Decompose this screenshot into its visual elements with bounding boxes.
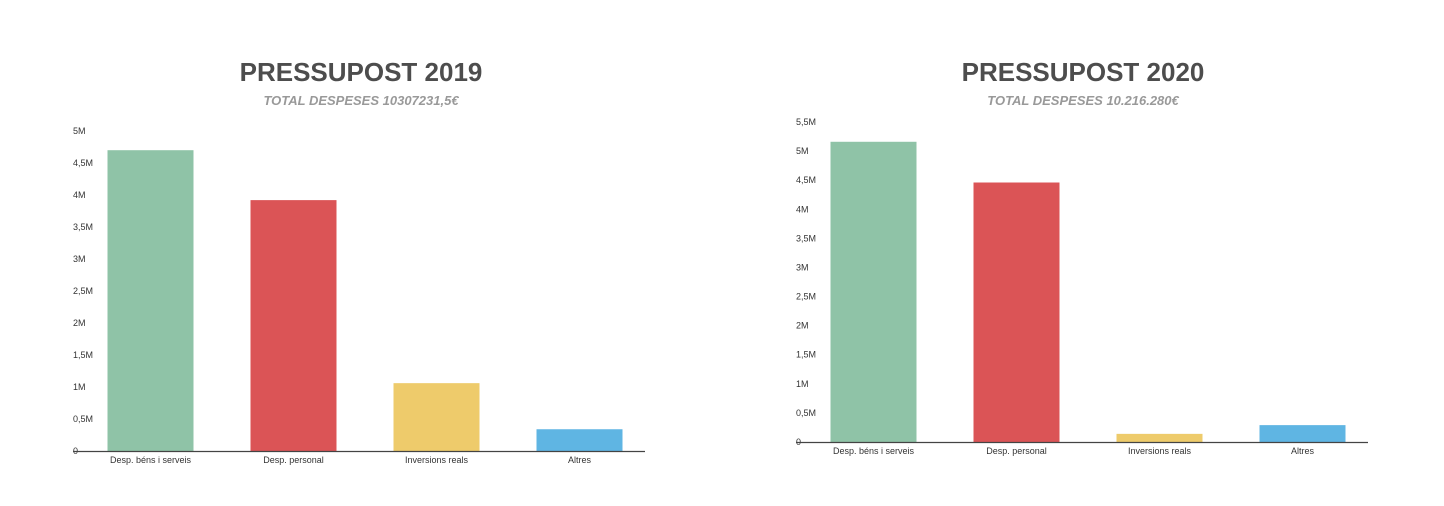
- y-tick-label: 5M: [796, 146, 809, 156]
- y-tick-label: 3,5M: [73, 222, 93, 232]
- chart-panel-2019: PRESSUPOST 2019 TOTAL DESPESES 10307231,…: [73, 57, 645, 465]
- y-tick-label: 4M: [796, 204, 809, 214]
- x-tick-label: Altres: [568, 455, 592, 465]
- y-tick-label: 3,5M: [796, 233, 816, 243]
- x-tick-label: Desp. béns i serveis: [833, 446, 915, 456]
- bar: [1259, 425, 1346, 442]
- y-tick-label: 0,5M: [73, 414, 93, 424]
- y-tick-label: 2,5M: [73, 286, 93, 296]
- x-tick-label: Inversions reals: [405, 455, 469, 465]
- x-tick-label: Desp. béns i serveis: [110, 455, 192, 465]
- x-tick-label: Altres: [1291, 446, 1315, 456]
- bar: [393, 383, 480, 451]
- chart-subtitle: TOTAL DESPESES 10.216.280€: [987, 93, 1179, 108]
- y-tick-label: 1,5M: [796, 350, 816, 360]
- y-tick-label: 0,5M: [796, 408, 816, 418]
- y-tick-label: 3M: [796, 262, 809, 272]
- bar: [1116, 433, 1203, 442]
- x-tick-label: Inversions reals: [1128, 446, 1192, 456]
- y-tick-label: 1,5M: [73, 350, 93, 360]
- x-tick-label: Desp. personal: [986, 446, 1047, 456]
- y-tick-label: 4,5M: [73, 158, 93, 168]
- chart-title: PRESSUPOST 2020: [961, 57, 1205, 87]
- y-tick-label: 4,5M: [796, 175, 816, 185]
- bar: [973, 182, 1060, 442]
- y-tick-label: 3M: [73, 254, 86, 264]
- y-tick-label: 1M: [73, 382, 86, 392]
- y-tick-label: 4M: [73, 190, 86, 200]
- bar: [250, 200, 337, 451]
- x-tick-label: Desp. personal: [263, 455, 324, 465]
- y-tick-label: 1M: [796, 379, 809, 389]
- y-tick-label: 2,5M: [796, 292, 816, 302]
- bar: [830, 141, 917, 443]
- y-tick-label: 2M: [796, 321, 809, 331]
- y-tick-label: 2M: [73, 318, 86, 328]
- y-tick-label: 5M: [73, 126, 86, 136]
- chart-panel-2020: PRESSUPOST 2020 TOTAL DESPESES 10.216.28…: [722, 0, 1444, 506]
- bar-chart-2020: 00,5M1M1,5M2M2,5M3M3,5M4M4,5M5M5,5MDesp.…: [796, 117, 1368, 456]
- chart-title: PRESSUPOST 2019: [239, 57, 483, 87]
- bar: [107, 150, 194, 451]
- y-tick-label: 5,5M: [796, 117, 816, 127]
- chart-subtitle: TOTAL DESPESES 10307231,5€: [263, 93, 459, 108]
- bar: [536, 429, 623, 451]
